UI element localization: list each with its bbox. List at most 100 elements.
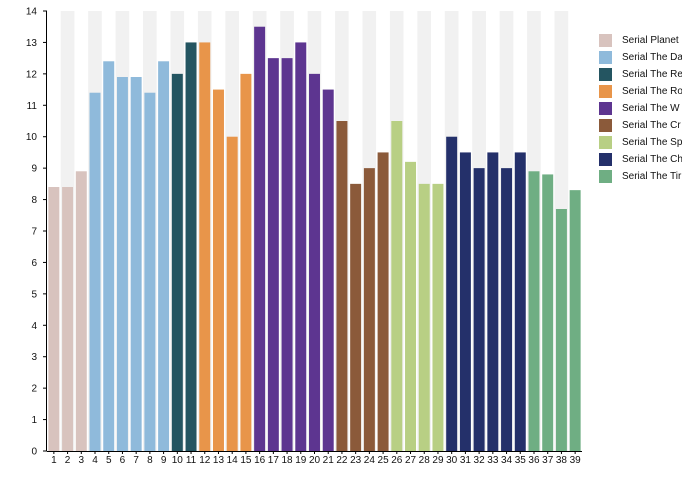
legend-swatch bbox=[599, 51, 612, 64]
legend-item: Serial The W bbox=[599, 100, 682, 117]
legend-item: Serial Planet bbox=[599, 32, 682, 49]
y-tick-label: 10 bbox=[26, 132, 38, 143]
bar bbox=[514, 152, 526, 451]
x-tick-label: 15 bbox=[240, 455, 252, 466]
x-tick-label: 28 bbox=[419, 455, 431, 466]
x-tick-label: 11 bbox=[186, 455, 197, 466]
bar bbox=[254, 26, 266, 451]
x-tick-label: 1 bbox=[51, 455, 57, 466]
bar bbox=[569, 190, 581, 451]
bar bbox=[144, 92, 156, 451]
bar bbox=[116, 77, 128, 451]
bar bbox=[473, 168, 485, 451]
legend-swatch bbox=[599, 119, 612, 132]
x-tick-label: 30 bbox=[446, 455, 458, 466]
bar bbox=[432, 183, 444, 451]
x-tick-label: 3 bbox=[79, 455, 85, 466]
x-tick-label: 29 bbox=[432, 455, 444, 466]
legend-swatch bbox=[599, 68, 612, 81]
y-tick-label: 7 bbox=[31, 227, 37, 238]
x-tick-label: 21 bbox=[323, 455, 335, 466]
bar bbox=[240, 73, 252, 451]
bar bbox=[212, 89, 224, 452]
x-tick-label: 36 bbox=[528, 455, 540, 466]
bar bbox=[336, 121, 348, 451]
x-tick-label: 37 bbox=[542, 455, 554, 466]
bar bbox=[75, 171, 87, 452]
x-tick-label: 31 bbox=[460, 455, 472, 466]
legend-label: Serial The Cr bbox=[622, 120, 681, 131]
y-tick-label: 4 bbox=[31, 321, 37, 332]
y-tick-label: 0 bbox=[31, 447, 37, 458]
x-tick-label: 24 bbox=[364, 455, 376, 466]
x-tick-label: 39 bbox=[570, 455, 582, 466]
x-tick-label: 7 bbox=[133, 455, 139, 466]
bar bbox=[322, 89, 334, 452]
legend-swatch bbox=[599, 170, 612, 183]
bars bbox=[48, 26, 581, 452]
x-tick-label: 4 bbox=[92, 455, 98, 466]
y-tick-label: 2 bbox=[31, 384, 37, 395]
x-tick-label: 16 bbox=[254, 455, 266, 466]
x-tick-label: 5 bbox=[106, 455, 112, 466]
bar bbox=[350, 183, 362, 451]
legend-label: Serial The Sp bbox=[622, 137, 682, 148]
y-tick-label: 3 bbox=[31, 352, 37, 363]
y-tick-label: 14 bbox=[26, 7, 38, 18]
legend-item: Serial The Ro bbox=[599, 83, 682, 100]
x-tick-label: 14 bbox=[227, 455, 239, 466]
legend-item: Serial The Cr bbox=[599, 117, 682, 134]
x-tick-label: 9 bbox=[161, 455, 167, 466]
x-tick-label: 20 bbox=[309, 455, 321, 466]
y-tick-label: 9 bbox=[31, 164, 37, 175]
bar bbox=[89, 92, 101, 451]
x-tick-label: 25 bbox=[378, 455, 390, 466]
bar bbox=[363, 168, 375, 451]
bar bbox=[487, 152, 499, 451]
bar bbox=[459, 152, 471, 451]
x-tick-label: 34 bbox=[501, 455, 513, 466]
legend-swatch bbox=[599, 102, 612, 115]
legend-label: Serial The Ch bbox=[622, 154, 682, 165]
bar bbox=[295, 42, 307, 452]
x-tick-label: 13 bbox=[213, 455, 225, 466]
bar bbox=[62, 187, 74, 451]
legend-swatch bbox=[599, 136, 612, 149]
bar bbox=[446, 136, 458, 451]
legend-item: Serial The Ch bbox=[599, 151, 682, 168]
bar bbox=[405, 161, 417, 451]
legend-label: Serial The Ro bbox=[622, 86, 682, 97]
x-axis: 1 2 3 4 5 6 7 8 9 10 11 12 13 14 15 16 17 18 19 20 21 22 23 24 2… bbox=[47, 451, 582, 466]
bar bbox=[48, 187, 60, 451]
legend-label: Serial The W bbox=[622, 103, 680, 114]
x-tick-label: 19 bbox=[295, 455, 307, 466]
bar bbox=[103, 61, 115, 452]
y-tick-label: 8 bbox=[31, 195, 37, 206]
bar bbox=[130, 77, 142, 451]
bar bbox=[199, 42, 211, 452]
y-tick-label: 13 bbox=[26, 38, 38, 49]
bar bbox=[528, 171, 540, 452]
legend-label: Serial The Re bbox=[622, 69, 682, 80]
y-tick-label: 5 bbox=[31, 289, 37, 300]
x-tick-label: 32 bbox=[474, 455, 486, 466]
x-tick-label: 33 bbox=[487, 455, 499, 466]
x-tick-label: 22 bbox=[336, 455, 348, 466]
legend-swatch bbox=[599, 85, 612, 98]
x-tick-label: 23 bbox=[350, 455, 362, 466]
legend-item: Serial The Re bbox=[599, 66, 682, 83]
legend-item: Serial The Tir bbox=[599, 168, 682, 185]
x-tick-label: 27 bbox=[405, 455, 417, 466]
y-tick-label: 6 bbox=[31, 258, 37, 269]
legend-item: Serial The Da bbox=[599, 49, 682, 66]
y-tick-label: 11 bbox=[27, 101, 38, 112]
bar bbox=[418, 183, 430, 451]
legend-item: Serial The Sp bbox=[599, 134, 682, 151]
legend-label: Serial Planet bbox=[622, 35, 679, 46]
x-tick-label: 35 bbox=[515, 455, 527, 466]
bar bbox=[542, 174, 554, 451]
x-tick-label: 8 bbox=[147, 455, 153, 466]
y-tick-label: 1 bbox=[31, 415, 37, 426]
